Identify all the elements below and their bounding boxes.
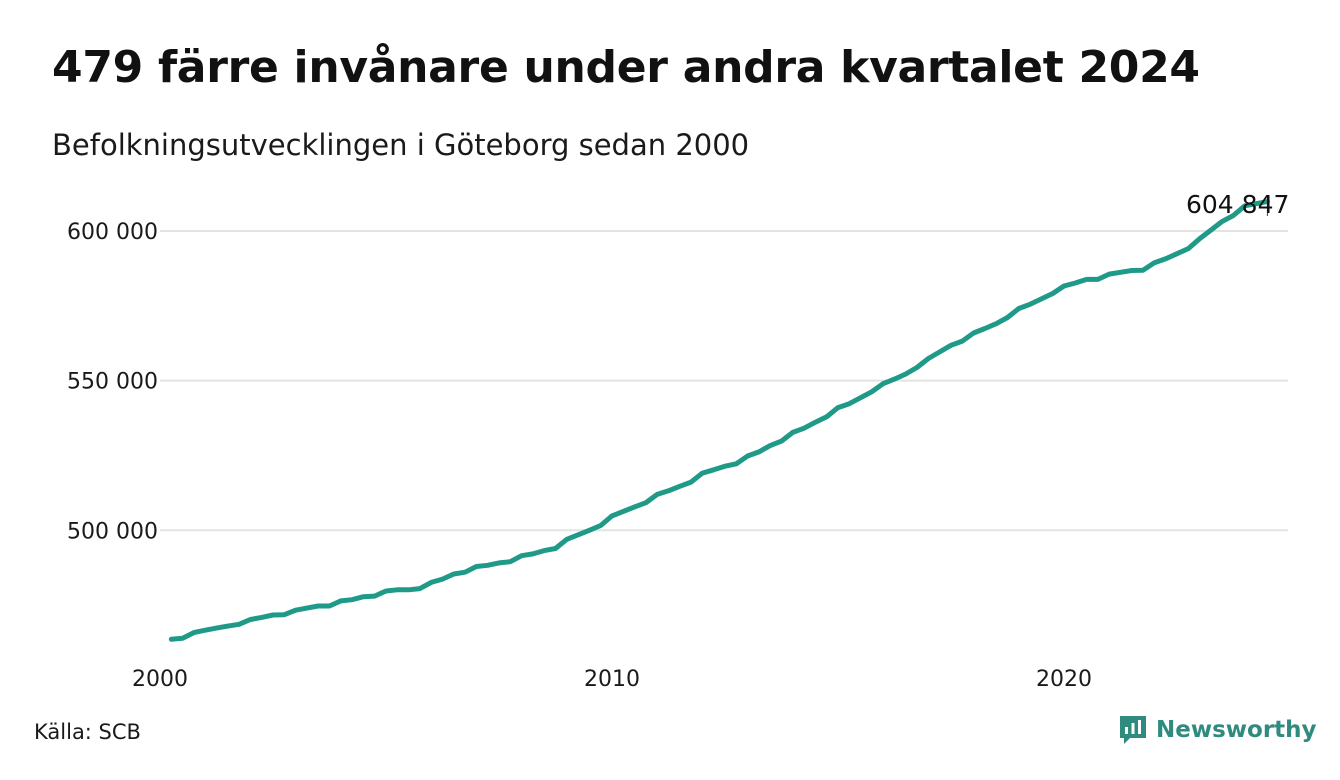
chart-subtitle: Befolkningsutvecklingen i Göteborg sedan… (52, 128, 750, 162)
x-tick-label: 2010 (584, 667, 640, 692)
y-axis-ticks: 500 000 550 000 600 000 (67, 220, 158, 544)
end-value-annotation: 604 847 (1186, 190, 1289, 219)
y-tick-label: 600 000 (67, 220, 158, 245)
y-tick-label: 500 000 (67, 519, 158, 544)
newsworthy-logo[interactable]: Newsworthy (1118, 714, 1317, 746)
x-tick-label: 2000 (132, 667, 188, 692)
end-value-label: 604 847 (1186, 190, 1289, 219)
y-tick-label: 550 000 (67, 370, 158, 395)
brand-name: Newsworthy (1156, 717, 1317, 743)
x-tick-label: 2020 (1036, 667, 1092, 692)
data-series (168, 199, 1270, 642)
grid-lines (160, 229, 1288, 532)
source-note: Källa: SCB (34, 720, 141, 744)
chart-title: 479 färre invånare under andra kvartalet… (52, 42, 1200, 93)
population-series-line (168, 199, 1270, 642)
newsworthy-icon (1120, 716, 1146, 744)
x-axis-ticks: 2000 2010 2020 (132, 667, 1092, 692)
